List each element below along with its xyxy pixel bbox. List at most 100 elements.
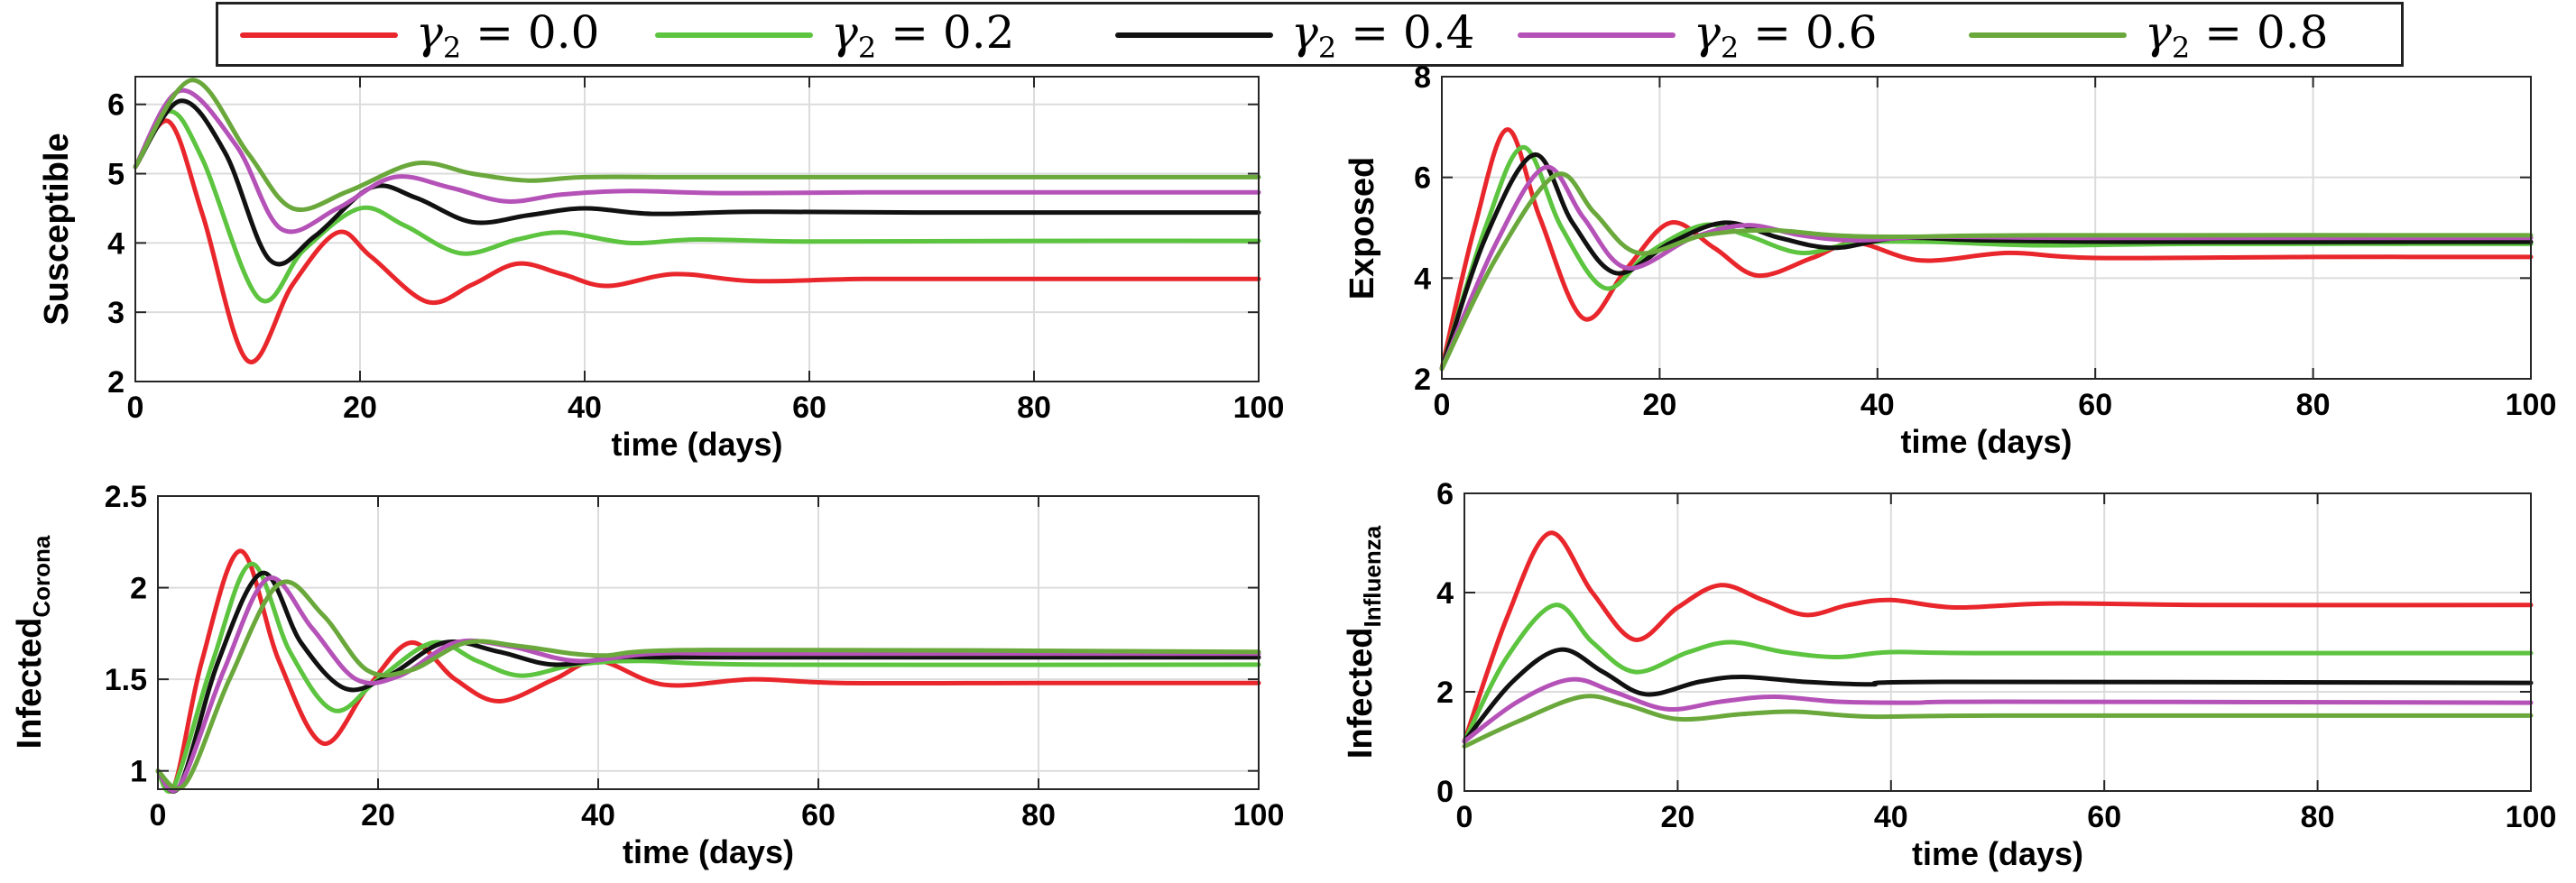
legend-symbol: γ bbox=[416, 6, 443, 59]
y-axis-label: Exposed bbox=[1343, 157, 1381, 299]
x-axis-label: time (days) bbox=[611, 426, 782, 463]
x-tick-label: 40 bbox=[1874, 800, 1908, 834]
legend-value: = 0.6 bbox=[1739, 6, 1878, 59]
legend-value: = 0.2 bbox=[876, 6, 1015, 59]
x-tick-label: 60 bbox=[2087, 800, 2121, 834]
x-tick-label: 40 bbox=[1860, 388, 1895, 422]
series-line bbox=[155, 570, 1261, 794]
x-tick-label: 100 bbox=[1233, 798, 1285, 832]
y-tick-label: 6 bbox=[1436, 477, 1454, 511]
series-line bbox=[1439, 171, 2534, 372]
chart-exposed: 0 20 40 60 80 100 2 4 6 8 time (days) Exposed bbox=[1343, 60, 2556, 460]
x-tick-label: 60 bbox=[801, 798, 836, 832]
series-line bbox=[1439, 144, 2534, 372]
series-line bbox=[1462, 694, 2534, 749]
y-axis-label: InfectedCorona bbox=[11, 535, 55, 749]
y-tick-label: 1 bbox=[130, 755, 147, 789]
x-tick-label: 100 bbox=[2506, 388, 2557, 422]
x-tick-label: 20 bbox=[1660, 800, 1694, 834]
axes-frame bbox=[1441, 76, 2532, 380]
legend-subscript: 2 bbox=[857, 31, 877, 65]
series-line bbox=[1462, 530, 2534, 744]
x-tick-label: 100 bbox=[2506, 800, 2557, 834]
legend-value: = 0.0 bbox=[461, 6, 600, 59]
y-tick-label: 4 bbox=[1436, 576, 1454, 611]
y-tick-label: 4 bbox=[107, 226, 125, 261]
x-tick-label: 0 bbox=[1456, 800, 1473, 834]
series-line bbox=[133, 87, 1261, 235]
legend-line bbox=[655, 32, 813, 38]
x-tick-label: 60 bbox=[792, 391, 826, 425]
x-tick-label: 0 bbox=[127, 391, 144, 425]
plot-area bbox=[1442, 77, 2531, 379]
legend-line bbox=[1115, 32, 1273, 38]
legend: γ2 = 0.0 γ2 = 0.2 γ2 = 0.4 γ2 = 0.6 γ2 =… bbox=[216, 2, 2404, 67]
series-line bbox=[155, 579, 1261, 791]
series-line bbox=[155, 561, 1261, 794]
series-line bbox=[155, 575, 1261, 794]
axes-frame bbox=[1463, 492, 2532, 792]
series-line bbox=[155, 548, 1261, 794]
x-tick-label: 20 bbox=[361, 798, 395, 832]
y-tick-label: 6 bbox=[1414, 161, 1431, 196]
series-line bbox=[133, 98, 1261, 267]
y-tick-label: 1.5 bbox=[105, 663, 147, 697]
x-tick-label: 80 bbox=[1021, 798, 1056, 832]
legend-subscript: 2 bbox=[1317, 31, 1337, 65]
series-line bbox=[1439, 127, 2534, 372]
y-tick-label: 2.5 bbox=[105, 480, 147, 514]
x-tick-label: 0 bbox=[1434, 388, 1451, 422]
y-tick-label: 8 bbox=[1414, 60, 1431, 95]
legend-line bbox=[1518, 32, 1676, 38]
series-line bbox=[133, 108, 1261, 304]
y-tick-label: 2 bbox=[1436, 676, 1454, 710]
legend-subscript: 2 bbox=[442, 31, 462, 65]
legend-line bbox=[1969, 32, 2127, 38]
legend-line bbox=[240, 32, 398, 38]
series-line bbox=[1462, 647, 2534, 744]
legend-value: = 0.4 bbox=[1336, 6, 1475, 59]
chart-infected-influenza: 0 20 40 60 80 100 0 2 4 6 time (days) InfectedInflu… bbox=[1342, 477, 2556, 872]
x-tick-label: 80 bbox=[2301, 800, 2335, 834]
legend-subscript: 2 bbox=[2171, 31, 2191, 65]
y-axis-label: InfectedInfluenza bbox=[1342, 525, 1386, 759]
y-tick-label: 3 bbox=[107, 296, 125, 330]
axes-frame bbox=[134, 76, 1260, 382]
y-tick-label: 2 bbox=[1414, 363, 1431, 397]
legend-value: = 0.8 bbox=[2190, 6, 2329, 59]
chart-infected-corona: 0 20 40 60 80 100 1 1.5 2 2.5 time (days) InfectedC… bbox=[11, 480, 1284, 870]
legend-label: γ2 = 0.8 bbox=[2145, 6, 2328, 65]
y-tick-label: 5 bbox=[107, 158, 125, 192]
legend-symbol: γ bbox=[1291, 6, 1318, 59]
legend-symbol: γ bbox=[831, 6, 858, 59]
x-tick-label: 40 bbox=[568, 391, 602, 425]
x-tick-label: 60 bbox=[2078, 388, 2112, 422]
legend-label: γ2 = 0.4 bbox=[1291, 6, 1474, 65]
x-tick-label: 0 bbox=[150, 798, 167, 832]
y-tick-label: 2 bbox=[130, 572, 147, 606]
x-tick-label: 80 bbox=[2296, 388, 2331, 422]
legend-symbol: γ bbox=[2145, 6, 2172, 59]
x-tick-label: 20 bbox=[343, 391, 377, 425]
y-tick-label: 6 bbox=[107, 88, 125, 123]
legend-label: γ2 = 0.6 bbox=[1694, 6, 1877, 65]
axes-frame bbox=[157, 495, 1260, 790]
legend-label: γ2 = 0.0 bbox=[416, 6, 599, 65]
x-tick-label: 100 bbox=[1233, 391, 1285, 425]
y-tick-label: 0 bbox=[1436, 775, 1454, 809]
y-tick-label: 2 bbox=[107, 365, 125, 400]
plot-area bbox=[1464, 493, 2531, 791]
legend-label: γ2 = 0.2 bbox=[831, 6, 1014, 65]
series-line bbox=[1462, 676, 2534, 744]
x-axis-label: time (days) bbox=[1900, 423, 2072, 460]
series-line bbox=[1462, 602, 2534, 744]
y-tick-label: 4 bbox=[1414, 262, 1431, 296]
x-tick-label: 80 bbox=[1017, 391, 1051, 425]
series-line bbox=[133, 78, 1261, 212]
x-axis-label: time (days) bbox=[623, 833, 794, 870]
x-tick-label: 40 bbox=[581, 798, 615, 832]
y-axis-label: Susceptible bbox=[38, 133, 76, 325]
legend-subscript: 2 bbox=[1720, 31, 1740, 65]
x-axis-label: time (days) bbox=[1912, 835, 2083, 872]
